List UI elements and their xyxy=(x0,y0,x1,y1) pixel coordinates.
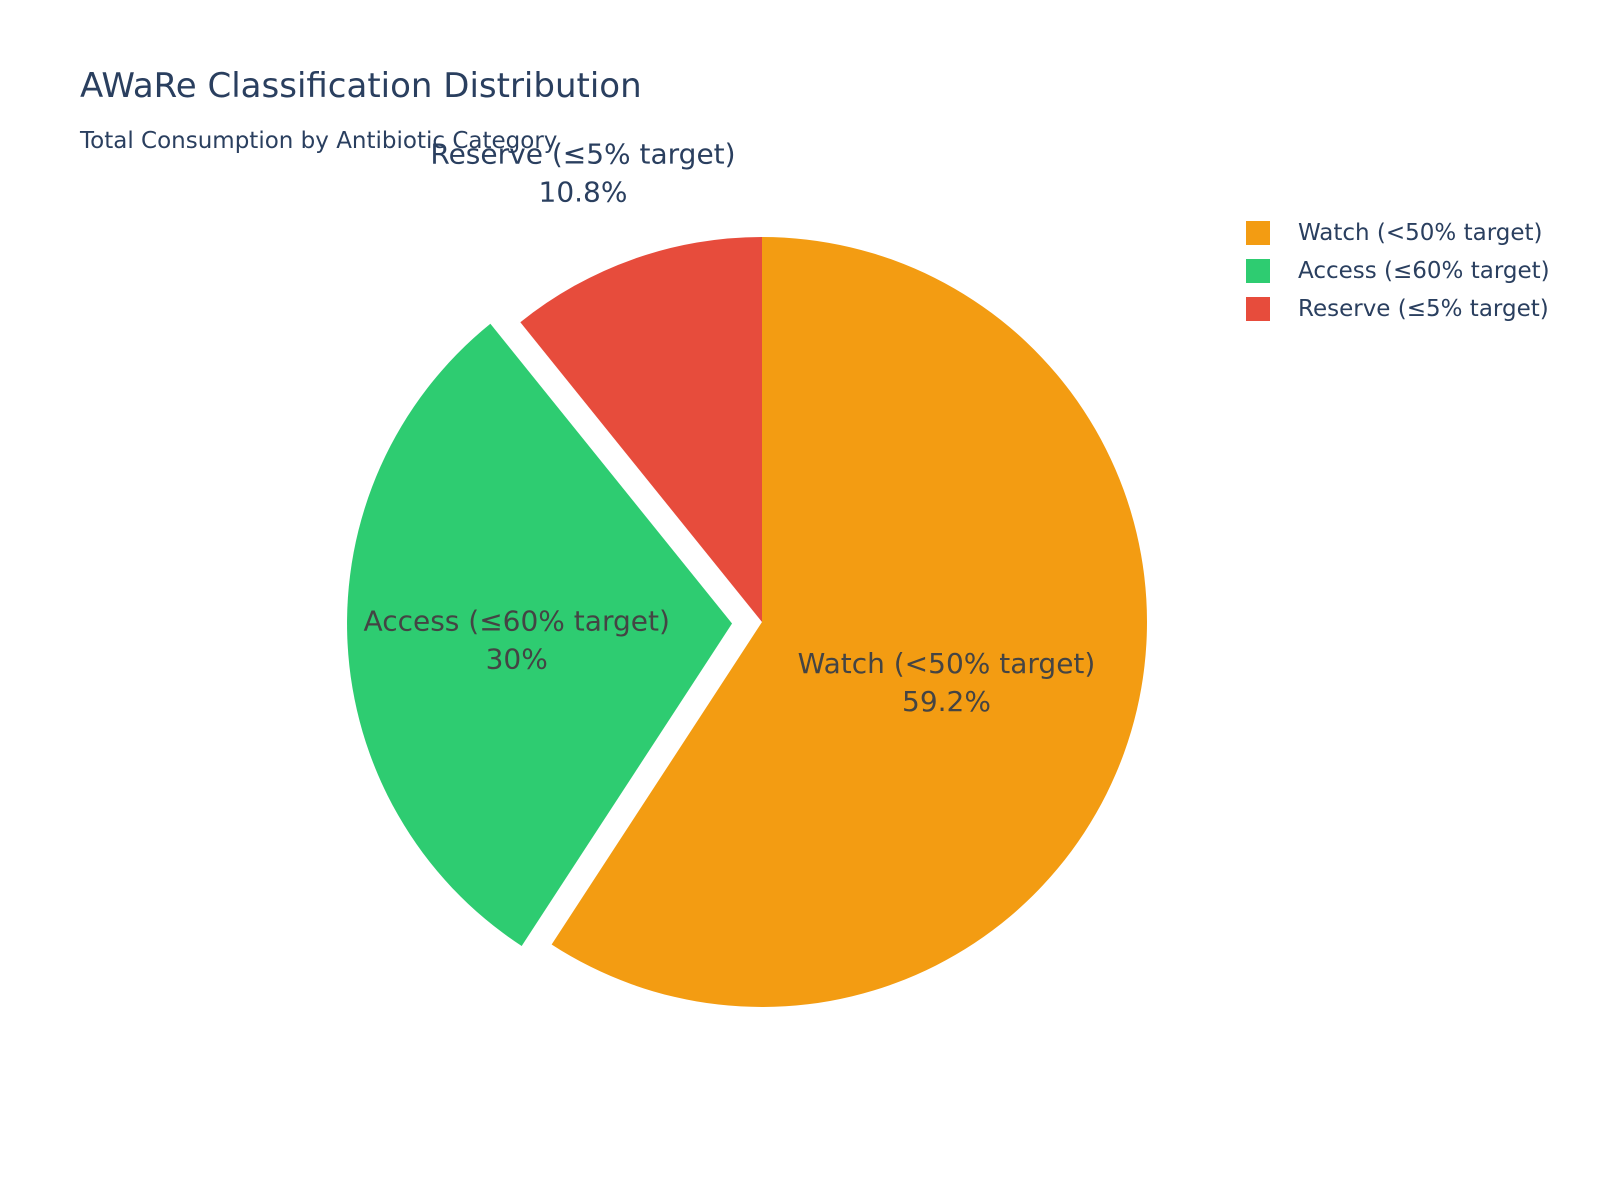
pie-slice-watch[interactable] xyxy=(551,237,1147,1007)
legend-swatch-watch xyxy=(1246,221,1270,245)
slice-value-reserve: 10.8% xyxy=(539,175,628,208)
slice-label-watch: Watch (<50% target) xyxy=(798,647,1096,680)
slice-label-reserve: Reserve (≤5% target) xyxy=(430,137,735,170)
legend-swatch-reserve xyxy=(1246,297,1270,321)
legend-item-reserve[interactable]: Reserve (≤5% target) xyxy=(1246,290,1550,328)
legend-item-access[interactable]: Access (≤60% target) xyxy=(1246,252,1550,290)
chart-title: AWaRe Classification Distribution xyxy=(80,66,642,106)
pie-labels: Watch (<50% target) 59.2% Access (≤60% tar… xyxy=(364,137,1096,718)
pie-slices xyxy=(347,237,1147,1007)
legend-label-reserve: Reserve (≤5% target) xyxy=(1298,296,1549,322)
legend-item-watch[interactable]: Watch (<50% target) xyxy=(1246,214,1550,252)
slice-label-access: Access (≤60% target) xyxy=(364,604,670,637)
slice-value-watch: 59.2% xyxy=(902,685,991,718)
chart-subtitle: Total Consumption by Antibiotic Category xyxy=(80,128,558,154)
pie-slice-reserve[interactable] xyxy=(520,237,762,622)
pie-slice-access[interactable] xyxy=(347,323,733,946)
slice-value-access: 30% xyxy=(486,642,548,675)
legend-label-watch: Watch (<50% target) xyxy=(1298,220,1543,246)
legend-label-access: Access (≤60% target) xyxy=(1298,258,1550,284)
legend: Watch (<50% target) Access (≤60% target)… xyxy=(1246,214,1550,328)
legend-swatch-access xyxy=(1246,259,1270,283)
